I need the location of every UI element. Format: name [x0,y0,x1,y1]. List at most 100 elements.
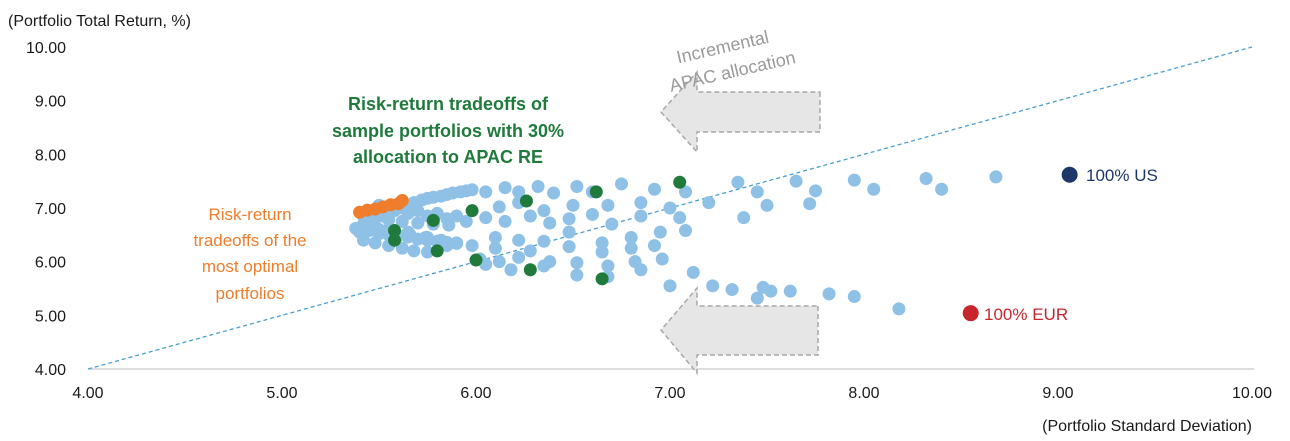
portfolio-point [459,214,473,228]
portfolio-point [537,259,551,273]
green-annotation-line: allocation to APAC RE [353,147,543,167]
portfolio-point [653,225,667,239]
portfolio-point [634,209,648,223]
portfolio-point [789,174,803,188]
green-annotation-line: Risk-return tradeoffs of [348,94,549,114]
portfolio-point [783,284,797,298]
x-tick-label: 9.00 [1042,385,1073,402]
portfolio-point [605,217,619,231]
portfolio-point [411,204,425,218]
sample30-point [430,244,444,258]
portfolio-point [512,185,526,199]
sample30-point [519,194,533,208]
portfolio-point [411,216,425,230]
portfolio-point [624,241,638,255]
upper-arrow-icon [659,70,821,154]
portfolio-point [655,252,669,266]
portfolio-point [450,209,464,223]
x-tick-labels: 4.00 5.00 6.00 7.00 8.00 9.00 10.00 [72,385,1272,402]
portfolio-point [702,196,716,210]
orange-annotation-line: Risk-return [208,205,291,224]
portfolio-point [543,216,557,230]
portfolio-point [750,291,764,305]
portfolio-point [647,182,661,196]
x-tick-label: 5.00 [266,385,297,402]
portfolio-point [382,213,396,227]
portfolio-point [847,290,861,304]
portfolio-point [663,279,677,293]
sample30-point [673,175,687,189]
portfolio-point [368,236,382,250]
portfolio-point [809,184,822,198]
green-annotation-line: sample portfolios with 30% [332,121,564,141]
portfolio-point [892,302,906,316]
x-tick-label: 6.00 [460,385,491,402]
portfolio-point [547,186,561,200]
sample30-point [523,263,537,277]
portfolio-point [615,177,628,191]
portfolio-point [492,255,506,269]
portfolio-point [440,239,454,253]
portfolio-point [479,185,493,199]
portfolio-point [634,196,648,210]
portfolio-point [512,250,526,264]
portfolio-point [634,263,648,277]
sample30-points [388,175,687,286]
portfolio-point [624,231,638,245]
orange-annotation-line: most optimal [202,257,298,276]
portfolio-point [465,239,479,253]
portfolio-point [647,239,661,253]
portfolio-point [737,211,751,225]
portfolio-points [349,170,1003,316]
portfolio-point [523,209,537,223]
eur-label: 100% EUR [984,305,1068,324]
portfolio-point [562,240,576,254]
x-tick-label: 8.00 [848,385,879,402]
portfolio-point [803,197,817,211]
portfolio-point [498,181,512,195]
x-tick-label: 7.00 [654,385,685,402]
portfolio-point [764,284,778,298]
eur-point [962,305,979,322]
portfolio-point [847,173,861,187]
portfolio-point [822,287,836,301]
x-axis-title: (Portfolio Standard Deviation) [1042,418,1252,435]
portfolio-point [867,182,881,196]
optimal-point [395,193,409,207]
y-tick-label: 9.00 [35,94,66,111]
portfolio-point [679,224,693,238]
portfolio-point [673,211,687,225]
sample30-point [589,185,603,199]
us-point [1061,166,1078,183]
portfolio-point [401,225,415,239]
portfolio-point [935,182,949,196]
portfolio-point [537,204,551,218]
y-tick-label: 7.00 [35,201,66,218]
portfolio-point [919,171,933,185]
portfolio-point [421,245,434,259]
sample30-point [388,233,402,247]
y-tick-labels: 4.00 5.00 6.00 7.00 8.00 9.00 10.00 [26,40,66,379]
portfolio-point [479,257,493,271]
portfolio-point [570,256,584,270]
portfolio-point [706,279,720,293]
portfolio-point [523,244,537,258]
green-annotation: Risk-return tradeoffs of sample portfoli… [332,94,564,167]
portfolio-point [488,241,502,255]
portfolio-point [504,263,518,277]
portfolio-point [479,211,493,225]
y-tick-label: 4.00 [35,362,66,379]
orange-annotation-line: portfolios [216,284,285,303]
y-tick-label: 6.00 [35,255,66,272]
optimal-points [353,193,409,219]
portfolio-point [566,198,580,212]
sample30-point [426,213,440,227]
portfolio-point [356,233,370,247]
portfolio-point [407,244,421,258]
eur-point-mark [962,305,979,322]
portfolio-point [570,180,584,194]
gray-annotation: Incremental APAC allocation [667,27,797,96]
portfolio-point [537,234,551,248]
portfolio-point [725,283,739,297]
